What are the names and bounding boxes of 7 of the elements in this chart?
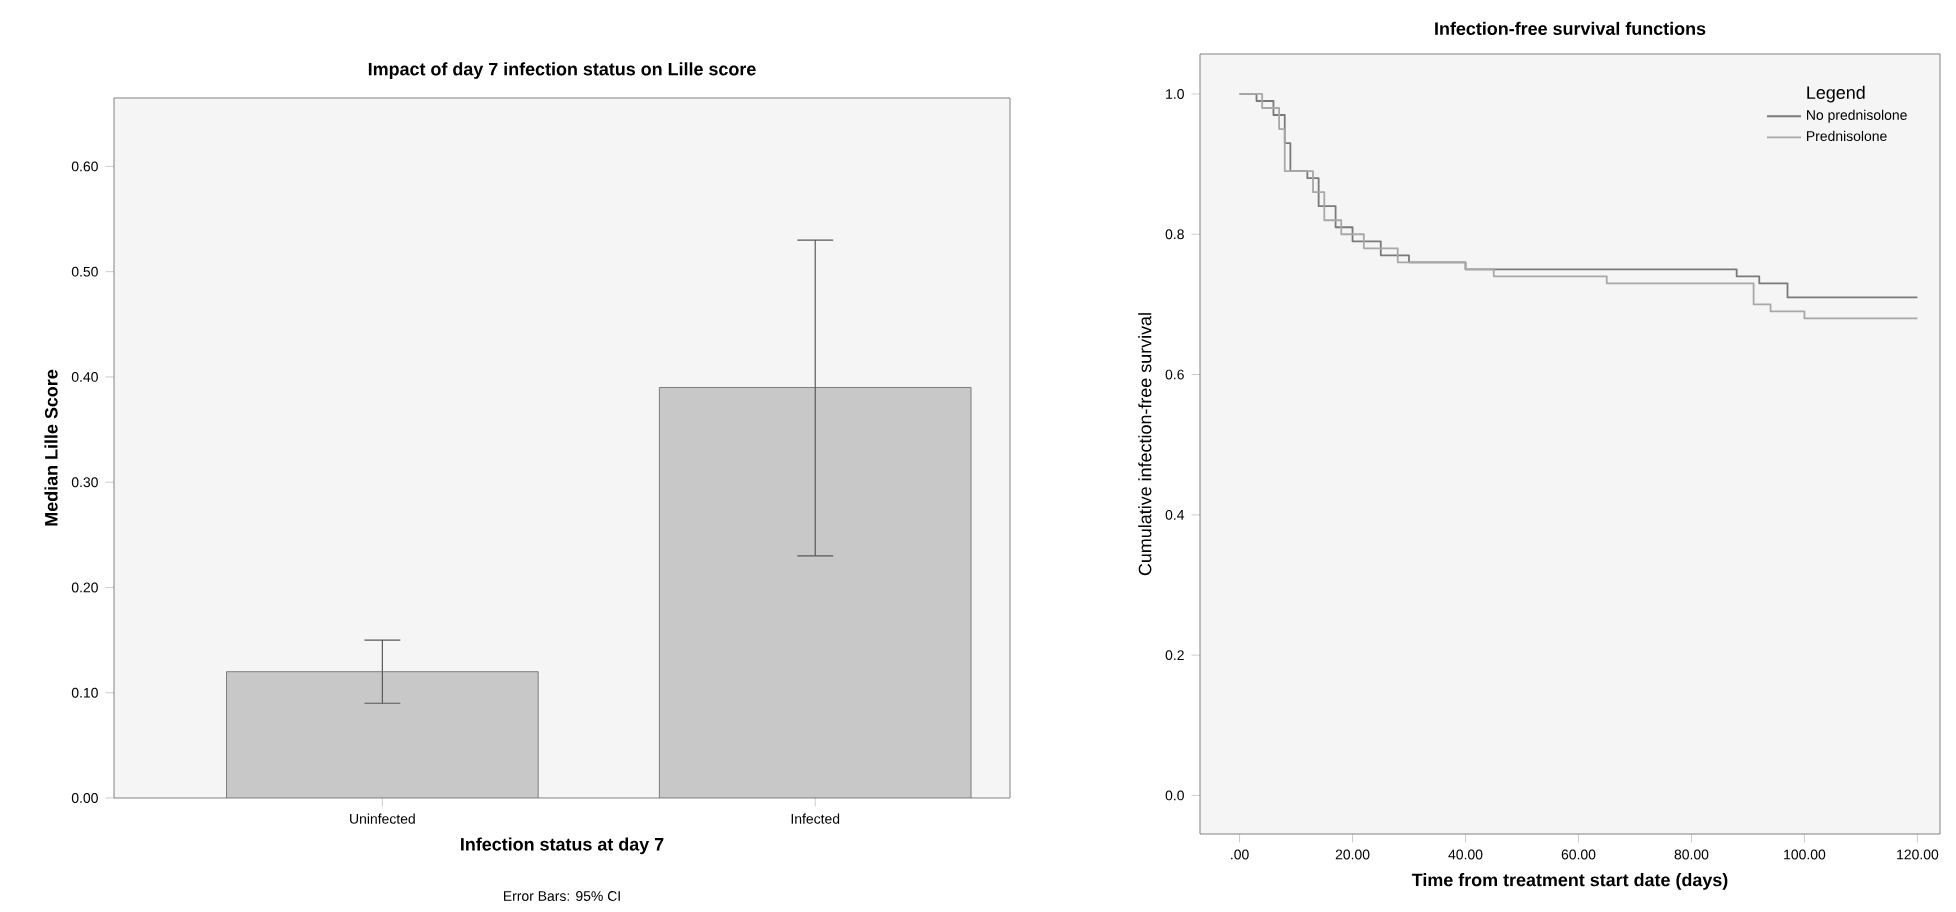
legend-title: Legend	[1807, 85, 1865, 103]
y-axis-title: Median Lille Score	[44, 369, 58, 526]
x-axis-title: Time from treatment start date (days)	[1411, 873, 1728, 890]
x-axis-title: Infection status at day 7	[461, 837, 664, 855]
chart-title: Infection-free survival functions	[1435, 21, 1706, 36]
chart-title: Impact of day 7 infection status on Lille score	[368, 62, 756, 79]
y-axis-title: Cumulative infection-free survival	[1138, 313, 1152, 576]
